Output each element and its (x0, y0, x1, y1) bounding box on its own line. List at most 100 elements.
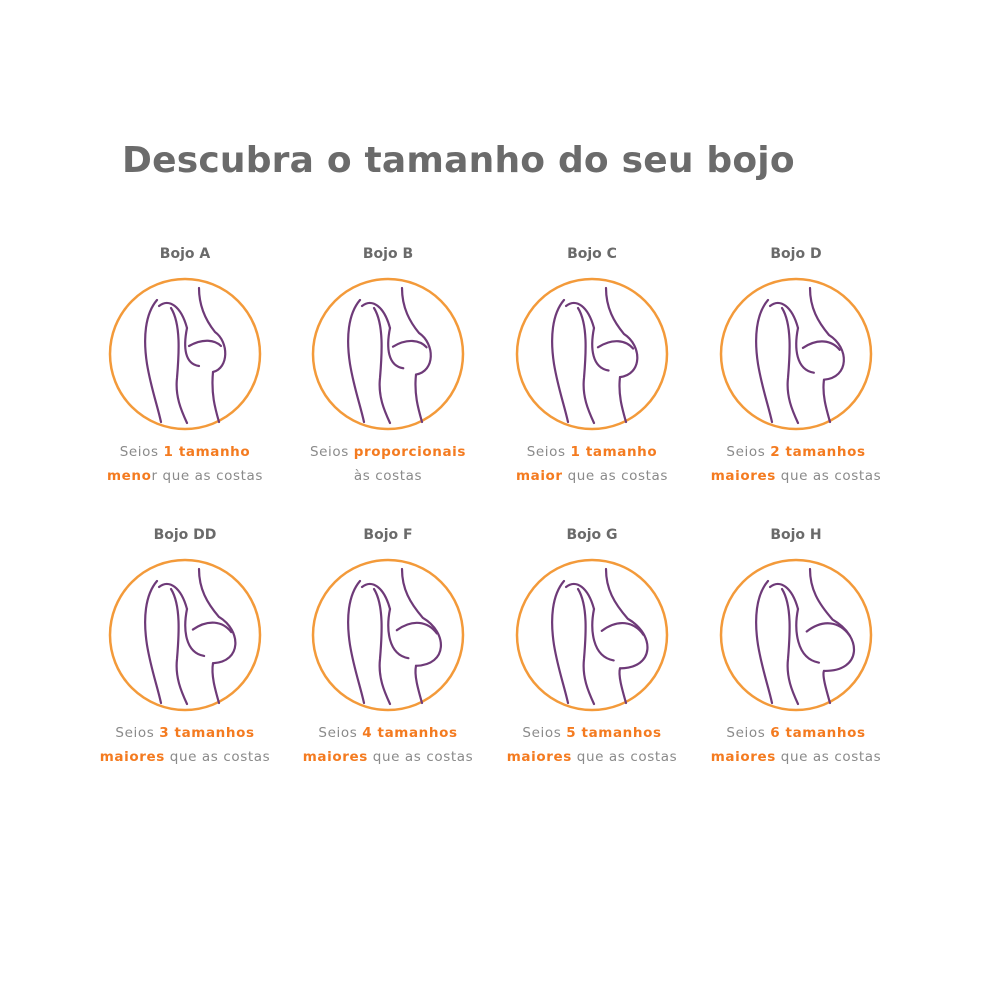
figure-line (211, 662, 221, 705)
description-line: Seios 4 tamanhos (288, 721, 488, 745)
figure-line (211, 370, 221, 424)
figure-line (551, 298, 570, 424)
description-line: maiores que as costas (696, 745, 896, 769)
figure-line (576, 587, 596, 706)
cup-label: Bojo G (566, 527, 618, 543)
description-line: Seios 6 tamanhos (696, 721, 896, 745)
description-text: Seios (522, 725, 567, 741)
figure-line (808, 286, 845, 381)
figure-line (755, 579, 774, 705)
description-line: maior que as costas (492, 464, 692, 488)
figure-line (400, 567, 442, 667)
figure-line (591, 607, 615, 662)
circle-frame (108, 277, 262, 431)
figure-line (768, 301, 800, 330)
cup-label: Bojo A (159, 246, 211, 262)
highlight-text: meno (107, 468, 152, 484)
highlight-text: maior (515, 468, 563, 484)
figure-line (372, 306, 392, 425)
highlight-text: proporcionais (353, 444, 467, 460)
figure-line (157, 301, 189, 330)
description-line: Seios 5 tamanhos (492, 721, 692, 745)
figure-line (604, 286, 639, 379)
description-line: Seios proporcionais (288, 440, 488, 464)
cup-card: Bojo H Seios 6 tamanhos maiores que as cos… (696, 525, 896, 769)
circle-frame (515, 558, 669, 712)
description-text: que as costas (367, 749, 474, 765)
figure-line (805, 622, 852, 638)
cup-description: Seios 1 tamanho maior que as costas (492, 440, 692, 488)
highlight-text: 3 tamanhos (159, 725, 255, 741)
figure-line (187, 339, 223, 348)
figure-line (822, 669, 832, 705)
description-text: Seios (115, 725, 160, 741)
description-line: Seios 2 tamanhos (696, 440, 896, 464)
circle-frame (311, 277, 465, 431)
figure-line (768, 582, 800, 611)
description-text: que as costas (562, 468, 669, 484)
cup-label: Bojo H (770, 527, 822, 543)
figure-line (197, 286, 227, 374)
highlight-text: 6 tamanhos (770, 725, 866, 741)
cup-label: Bojo DD (153, 527, 217, 543)
figure-line (822, 378, 832, 424)
figure-line (795, 607, 821, 664)
figure-line (618, 667, 628, 705)
silhouette-figure-icon (108, 558, 262, 712)
figure-line (551, 579, 570, 705)
description-text: Seios (726, 725, 771, 741)
cup-description: Seios proporcionais às costas (288, 440, 488, 488)
cup-description: Seios 3 tamanhos maiores que as costas (85, 721, 285, 769)
figure-line (144, 298, 163, 424)
description-text: às costas (353, 468, 423, 484)
cup-card: Bojo F Seios 4 tamanhos maiores que as cos… (288, 525, 488, 769)
figure-line (144, 579, 163, 705)
figure-line (360, 582, 392, 611)
figure-line (391, 339, 428, 349)
highlight-text: 4 tamanhos (362, 725, 458, 741)
circle-frame (311, 558, 465, 712)
figure-line (780, 306, 800, 425)
highlight-text: maiores (710, 468, 776, 484)
cup-label: Bojo F (363, 527, 413, 543)
cup-description: Seios 4 tamanhos maiores que as costas (288, 721, 488, 769)
figure-line (600, 622, 645, 636)
figure-line (576, 306, 596, 425)
cup-card: Bojo C Seios 1 tamanho maior que as costas (492, 244, 692, 488)
description-line: maiores que as costas (288, 745, 488, 769)
description-line: Seios 3 tamanhos (85, 721, 285, 745)
cup-description: Seios 5 tamanhos maiores que as costas (492, 721, 692, 769)
cup-card: Bojo D Seios 2 tamanhos maiores que as cos… (696, 244, 896, 488)
highlight-text: maiores (506, 749, 572, 765)
figure-line (564, 582, 596, 611)
description-text: Seios (726, 444, 771, 460)
page-title: Descubra o tamanho do seu bojo (122, 140, 795, 181)
circle-frame (515, 277, 669, 431)
silhouette-figure-icon (311, 277, 465, 431)
highlight-text: 2 tamanhos (770, 444, 866, 460)
description-text: que as costas (775, 468, 882, 484)
silhouette-figure-icon (719, 558, 873, 712)
figure-line (755, 298, 774, 424)
description-text: Seios (318, 725, 363, 741)
description-text: que as costas (571, 749, 678, 765)
cup-label: Bojo B (362, 246, 414, 262)
figure-line (347, 579, 366, 705)
silhouette-figure-icon (515, 558, 669, 712)
description-line: maiores que as costas (492, 745, 692, 769)
figure-line (387, 607, 410, 660)
circle-frame (719, 558, 873, 712)
highlight-text: 1 tamanho (570, 444, 658, 460)
figure-line (414, 373, 424, 424)
figure-line (591, 326, 610, 372)
figure-line (184, 326, 201, 368)
cup-card: Bojo G Seios 5 tamanhos maiores que as cos… (492, 525, 692, 769)
cup-label: Bojo D (770, 246, 822, 262)
figure-line (596, 340, 635, 350)
cup-card: Bojo B Seios proporcionais às costas (288, 244, 488, 488)
description-text: que as costas (164, 749, 271, 765)
description-text: que as costas (775, 749, 882, 765)
description-line: maiores que as costas (696, 464, 896, 488)
silhouette-figure-icon (311, 558, 465, 712)
figure-line (372, 587, 392, 706)
